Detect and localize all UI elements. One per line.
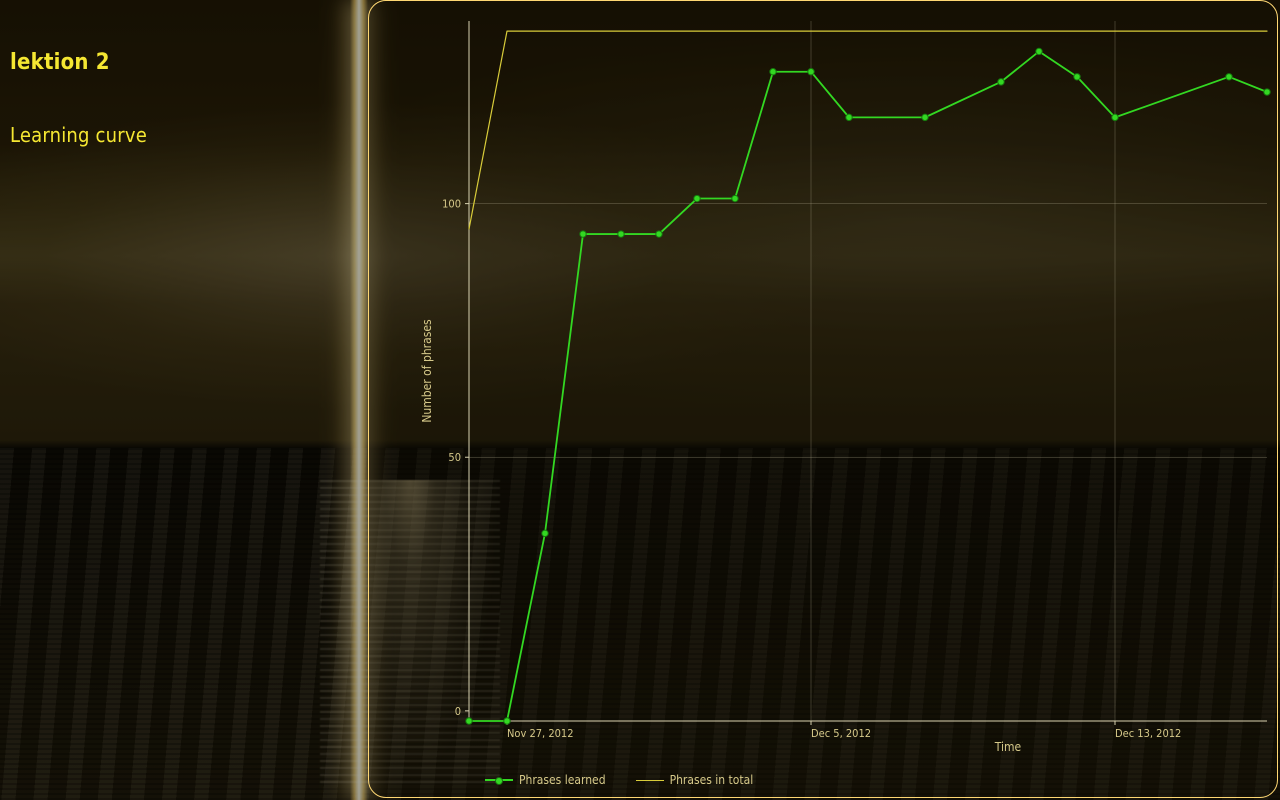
svg-text:Time: Time xyxy=(994,740,1022,754)
legend-label-learned: Phrases learned xyxy=(519,773,606,787)
chart-panel: 0 50 100 Nov 27, 2012 Dec 5, 2012 Dec 13, 201… xyxy=(368,0,1278,798)
svg-text:Nov 27, 2012: Nov 27, 2012 xyxy=(507,727,574,740)
legend-item-learned: Phrases learned xyxy=(485,773,606,787)
svg-text:Dec 13, 2012: Dec 13, 2012 xyxy=(1115,727,1181,740)
svg-text:100: 100 xyxy=(442,198,461,211)
legend-item-total: Phrases in total xyxy=(636,773,754,787)
learning-curve-chart: 0 50 100 Nov 27, 2012 Dec 5, 2012 Dec 13, 201… xyxy=(369,1,1279,799)
legend-label-total: Phrases in total xyxy=(670,773,754,787)
svg-text:50: 50 xyxy=(448,451,461,464)
page-subtitle: Learning curve xyxy=(10,123,360,147)
legend-swatch-total xyxy=(636,780,664,781)
svg-text:Number of phrases: Number of phrases xyxy=(420,319,434,423)
chart-legend: Phrases learned Phrases in total xyxy=(485,773,753,787)
legend-swatch-learned xyxy=(485,779,513,781)
svg-text:Dec 5, 2012: Dec 5, 2012 xyxy=(811,727,871,740)
svg-text:0: 0 xyxy=(455,705,461,718)
lesson-title: lektion 2 xyxy=(10,50,360,75)
sidebar: lektion 2 Learning curve xyxy=(0,0,360,147)
